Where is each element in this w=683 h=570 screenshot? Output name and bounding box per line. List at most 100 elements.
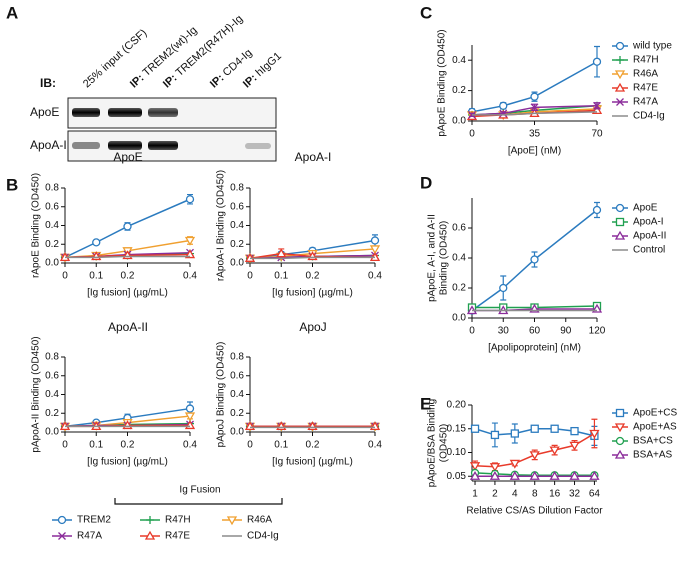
data-line [472, 305, 598, 309]
data-line [64, 407, 191, 428]
legend-bracket [114, 498, 283, 505]
legend-marker [615, 217, 625, 227]
marker [185, 404, 195, 413]
marker [369, 245, 381, 255]
chart-title: ApoJ [299, 320, 326, 334]
legend-label: BSA+AS [633, 450, 673, 461]
data-line [471, 61, 598, 113]
chart-title: ApoA-I [295, 150, 332, 164]
legend-title: Ig Fusion [179, 485, 220, 496]
band [72, 142, 100, 149]
x-axis-label: [Ig fusion] (µg/mL) [87, 457, 168, 468]
panel-label: B [6, 175, 18, 194]
row-label: ApoA-I [30, 138, 67, 152]
marker [92, 238, 101, 247]
y-axis-label: pApoA-II Binding (OD450) [31, 336, 42, 452]
x-axis-label: [Ig fusion] (µg/mL) [87, 288, 168, 299]
x-tick-label: 0.1 [89, 440, 103, 451]
marker [569, 441, 580, 451]
x-axis-label: Relative CS/AS Dilution Factor [466, 506, 603, 517]
band [72, 108, 100, 117]
y-tick-label: 0.6 [45, 201, 59, 212]
legend-marker [146, 516, 154, 524]
legend-label: CD4-Ig [633, 111, 665, 122]
y-tick-label: 0.4 [452, 253, 466, 264]
x-tick-label: 30 [498, 326, 510, 337]
legend-marker [615, 436, 625, 446]
marker [550, 424, 559, 433]
y-tick-label: 0.6 [230, 370, 244, 381]
marker [490, 430, 500, 440]
x-tick-label: 2 [492, 489, 498, 500]
x-tick-label: 0.1 [274, 271, 288, 282]
x-tick-label: 8 [532, 489, 538, 500]
legend-marker [614, 82, 626, 92]
y-tick-label: 0.4 [230, 220, 244, 231]
marker [499, 101, 508, 110]
x-tick-label: 16 [549, 489, 561, 500]
panel-label: A [6, 3, 18, 22]
y-tick-label: 0.0 [45, 427, 59, 438]
x-axis-label: [Ig fusion] (µg/mL) [272, 288, 353, 299]
band [245, 143, 271, 149]
legend-marker [614, 70, 626, 80]
legend-marker [615, 203, 625, 213]
y-tick-label: 0.6 [45, 370, 59, 381]
marker [589, 429, 600, 439]
y-tick-label: 0.2 [45, 408, 59, 419]
x-axis-label: [ApoE] (nM) [508, 146, 561, 157]
band [148, 108, 178, 117]
legend-label: R47H [633, 55, 659, 66]
x-tick-label: 0.4 [183, 271, 197, 282]
x-tick-label: 0.4 [368, 440, 382, 451]
marker [370, 236, 380, 245]
y-tick-label: 0.15 [447, 423, 467, 434]
y-tick-label: 0.2 [230, 408, 244, 419]
marker [276, 248, 287, 258]
x-tick-label: 60 [529, 326, 541, 337]
marker [185, 195, 195, 204]
y-tick-label: 0.4 [45, 220, 59, 231]
legend-label: R47E [165, 531, 190, 542]
y-tick-label: 0.8 [45, 352, 59, 363]
marker [569, 470, 580, 480]
marker [529, 451, 540, 461]
marker [489, 463, 501, 473]
data-line [250, 256, 375, 260]
ib-label: IB: [40, 76, 56, 90]
x-tick-label: 4 [512, 489, 518, 500]
legend-label: ApoE+CS [633, 408, 678, 419]
x-tick-label: 0 [247, 271, 253, 282]
data-line [472, 111, 598, 116]
marker [592, 205, 602, 215]
data-line [64, 198, 191, 259]
legend-label: BSA+CS [633, 436, 673, 447]
y-tick-label: 0.0 [230, 258, 244, 269]
data-line [65, 255, 190, 259]
y-tick-label: 0.10 [447, 447, 467, 458]
marker [509, 459, 520, 469]
legend-marker [615, 41, 625, 51]
marker [549, 470, 560, 480]
legend-label: ApoE+AS [633, 422, 677, 433]
marker [529, 470, 540, 480]
y-tick-label: 0.0 [452, 313, 466, 324]
legend-marker [614, 230, 626, 240]
legend-label: ApoA-I [633, 217, 664, 228]
panel-label: C [420, 3, 432, 22]
y-tick-label: 0.4 [45, 389, 59, 400]
marker [469, 470, 481, 480]
legend-marker [616, 56, 624, 64]
y-tick-label: 0.2 [45, 239, 59, 250]
legend-label: CD4-Ig [247, 531, 279, 542]
legend-marker [57, 515, 67, 525]
y-axis-label: pApoE, A-I, and A-II [427, 214, 438, 302]
y-tick-label: 0.8 [45, 183, 59, 194]
y-tick-label: 0.6 [452, 223, 466, 234]
panel-label: D [420, 173, 432, 192]
legend-label: R47E [633, 83, 658, 94]
western-blot: IB: 25% input (CSF) IP:TREM2(wt)-Ig IP:T… [30, 13, 284, 162]
x-tick-label: 35 [529, 129, 541, 140]
data-line [471, 105, 598, 116]
y-tick-label: 0.2 [452, 85, 466, 96]
